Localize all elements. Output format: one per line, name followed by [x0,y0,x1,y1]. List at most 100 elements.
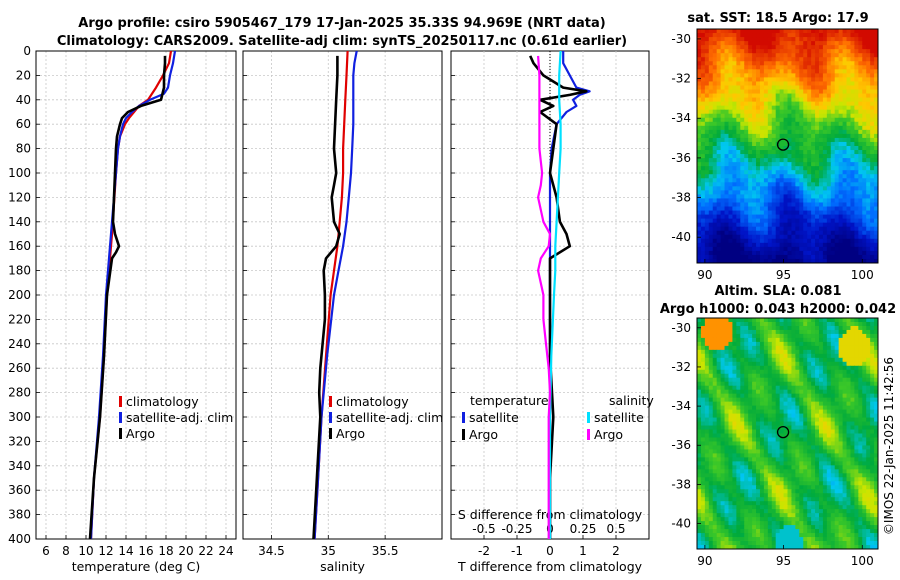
map-cell [874,437,878,443]
map-cell [716,405,722,411]
map-cell [744,29,749,34]
map-cell [874,234,878,240]
map-cell [846,222,852,228]
legend-t-argo-swatch [462,429,465,440]
map-cell [830,166,836,171]
map-cell [866,465,871,470]
map-cell [850,218,855,224]
map-cell [846,49,852,54]
map-cell [756,222,761,228]
map-cell [708,329,714,335]
map-cell [834,85,840,91]
map-cell [842,429,848,435]
map-cell [862,469,867,474]
map-cell [811,433,816,439]
map-cell [822,461,828,466]
map-cell [771,222,777,228]
map-cell [767,493,773,498]
map-cell [716,133,722,139]
map-cell [826,429,832,435]
map-cell [700,457,706,462]
map-cell [803,222,808,228]
map-cell [712,85,718,91]
legend-climatology-swatch [119,396,122,407]
map-cell [775,377,781,383]
map-cell [759,89,765,95]
map-cell [811,206,816,212]
map-cell [799,449,804,455]
map-cell [822,206,828,212]
map-cell [846,81,852,87]
map-cell [763,218,769,224]
map-cell [826,97,832,103]
map-cell [779,493,785,498]
map-cell [842,234,848,240]
map-cell [759,202,765,208]
map-cell [744,85,749,91]
map-cell [862,318,867,323]
map-cell [822,250,828,256]
map-cell [704,429,710,435]
map-cell [870,397,875,403]
map-cell [870,465,875,470]
map-cell [763,182,769,187]
map-cell [779,238,785,244]
map-cell [732,81,737,87]
map-cell [791,89,796,95]
map-cell [708,29,714,34]
map-cell [811,489,816,494]
map-cell [732,254,737,260]
map-cell [842,57,848,62]
map-cell [775,349,781,355]
map-cell [803,41,808,46]
map-cell [767,445,773,451]
map-cell [700,166,706,171]
map-cell [811,174,816,179]
map-cell [846,377,852,383]
map-cell [787,481,793,486]
map-cell [838,242,844,248]
map-cell [771,214,777,220]
map-cell [850,154,855,159]
map-cell [697,321,702,327]
map-cell [858,441,863,447]
map-cell [838,417,844,423]
map-cell [712,397,718,403]
map-cell [791,150,796,155]
map-cell [783,481,789,486]
map-cell [858,489,863,494]
map-cell [748,385,753,391]
map-cell [720,493,726,498]
map-cell [752,246,757,252]
map-cell [783,158,789,163]
map-cell [704,401,710,407]
map-cell [807,194,812,200]
map-cell [822,57,828,62]
map-cell [783,69,789,74]
map-cell [842,89,848,95]
map-cell [704,465,710,470]
map-cell [795,202,800,208]
map-cell [767,341,773,347]
map-cell [826,113,832,119]
map-cell [822,345,828,351]
map-cell [854,89,859,95]
map-cell [862,329,867,335]
x-tick-label: 2 [612,544,620,558]
map-cell [744,61,749,66]
map-cell [822,89,828,95]
map-cell [846,85,852,91]
map-cell [771,425,777,431]
map-cell [740,210,745,216]
map-cell [759,210,765,216]
map-cell [811,41,816,46]
map-cell [704,150,710,155]
map-cell [759,65,765,70]
map-cell [818,441,824,447]
map-cell [807,218,812,224]
map-cell [752,121,757,127]
map-cell [795,146,800,151]
map-cell [728,250,734,256]
map-cell [728,318,734,323]
map-cell [744,377,749,383]
